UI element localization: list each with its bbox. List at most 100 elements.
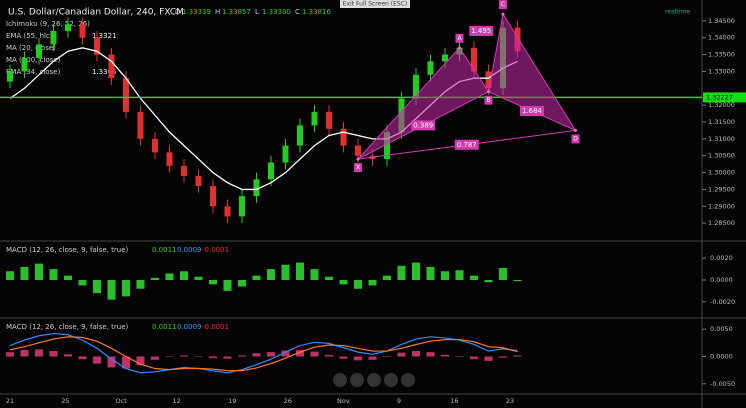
fullscreen-text[interactable]: Exit Full Screen (ESC) bbox=[343, 1, 407, 8]
nav-button[interactable] bbox=[367, 373, 381, 387]
macd-histogram-bar bbox=[93, 356, 101, 364]
nav-button[interactable] bbox=[401, 373, 415, 387]
macd-histogram-bar bbox=[20, 266, 29, 280]
pattern-tag: B bbox=[486, 97, 490, 104]
macd-histogram-bar bbox=[397, 265, 406, 280]
candle-body bbox=[471, 47, 477, 72]
macd-histogram-bar bbox=[223, 356, 232, 359]
x-tick-label: 23 bbox=[506, 397, 514, 405]
candle-body bbox=[152, 138, 158, 153]
candle-body bbox=[384, 132, 390, 160]
macd-histogram-bar bbox=[252, 353, 261, 357]
macd-histogram-bar bbox=[49, 351, 58, 357]
candle-body bbox=[326, 111, 332, 129]
pattern-tag-bg bbox=[499, 0, 507, 10]
macd-histogram-bar bbox=[310, 351, 319, 357]
macd-histogram-bar bbox=[339, 280, 348, 285]
macd-histogram-bar bbox=[6, 352, 14, 357]
macd-histogram-bar bbox=[484, 280, 493, 283]
macd-histogram-bar bbox=[296, 349, 304, 357]
pattern-tag-bg bbox=[484, 95, 493, 105]
macd-histogram-bar bbox=[368, 280, 377, 286]
indicator-label: EMA (55, hlc3) bbox=[6, 32, 57, 40]
pattern-point bbox=[487, 90, 490, 94]
macd-histogram-bar bbox=[165, 356, 174, 357]
macd-histogram-bar bbox=[6, 271, 14, 280]
macd-histogram-bar bbox=[412, 262, 420, 280]
macd-histogram-bar bbox=[281, 350, 290, 357]
macd-histogram-bar bbox=[455, 270, 464, 280]
macd-histogram-bar bbox=[441, 271, 449, 280]
macd-histogram-bar bbox=[107, 280, 116, 300]
ohlc-key: H bbox=[215, 8, 220, 16]
mode: realtime bbox=[665, 9, 690, 16]
candle-body bbox=[485, 71, 492, 89]
price-label-bg bbox=[703, 92, 746, 103]
nav-button[interactable] bbox=[384, 373, 398, 387]
candle-body bbox=[123, 78, 129, 112]
macd-histogram-bar bbox=[325, 276, 333, 280]
nav-button[interactable] bbox=[350, 373, 364, 387]
y-tick-label: 1.33500 bbox=[708, 51, 735, 59]
macd-histogram-bar bbox=[339, 356, 348, 359]
candle-body bbox=[355, 145, 361, 156]
macd-histogram-bar bbox=[354, 280, 362, 289]
y-tick-label: -0.0020 bbox=[710, 298, 735, 306]
candle-body bbox=[94, 37, 100, 55]
y-tick-label: 0.0000 bbox=[710, 353, 733, 361]
macd-histogram-bar bbox=[354, 356, 362, 361]
candle-body bbox=[210, 186, 216, 207]
candle-body bbox=[137, 111, 144, 139]
ohlc-value: 1.33300 bbox=[262, 8, 291, 16]
macd-histogram-bar bbox=[368, 356, 377, 360]
candle-body bbox=[166, 152, 173, 166]
y-tick-label: 0.0020 bbox=[710, 254, 733, 262]
candle-body bbox=[79, 24, 86, 38]
macd-histogram-bar bbox=[64, 275, 72, 280]
candle-body bbox=[181, 165, 187, 176]
candle-body bbox=[195, 175, 202, 187]
macd-histogram-bar bbox=[455, 356, 464, 358]
ratio-label: 0.389 bbox=[413, 121, 433, 129]
candle-body bbox=[282, 145, 289, 163]
y-tick-label: 1.34500 bbox=[708, 17, 735, 25]
macd-reading: 0.0009 bbox=[177, 246, 202, 254]
candle-body bbox=[224, 206, 231, 217]
candle-body bbox=[108, 54, 115, 79]
nav-button[interactable] bbox=[333, 373, 347, 387]
ratio-label: 1.684 bbox=[522, 107, 543, 115]
indicator-label: EMA (34, close) bbox=[6, 68, 61, 76]
candle-body bbox=[297, 125, 303, 146]
candle-body bbox=[36, 44, 42, 58]
y-tick-label: 1.33000 bbox=[708, 67, 735, 75]
macd-histogram-bar bbox=[20, 349, 29, 357]
x-tick-label: 12 bbox=[173, 397, 181, 405]
pattern-tag: D bbox=[573, 135, 578, 142]
macd-histogram-bar bbox=[397, 352, 406, 357]
macd-histogram-bar bbox=[238, 355, 246, 357]
candle-body bbox=[65, 24, 71, 31]
macd-histogram-bar bbox=[49, 269, 58, 280]
macd-reading: 0.0009 bbox=[177, 323, 202, 331]
y-tick-label: 1.31500 bbox=[708, 118, 735, 126]
macd-histogram-bar bbox=[267, 269, 275, 280]
macd-histogram-bar bbox=[107, 356, 116, 368]
macd-histogram-bar bbox=[426, 266, 435, 280]
y-tick-label: 0.0000 bbox=[710, 276, 733, 284]
y-tick-label: 1.32000 bbox=[708, 101, 735, 109]
macd-line bbox=[9, 332, 518, 374]
y-tick-label: 1.28500 bbox=[708, 219, 735, 227]
macd-reading: -0.0001 bbox=[202, 246, 229, 254]
macd-label: MACD (12, 26, close, 9, false, true) bbox=[6, 246, 129, 254]
pattern-tag-bg bbox=[571, 134, 580, 144]
y-tick-label: 1.31000 bbox=[708, 135, 735, 143]
macd-histogram-bar bbox=[223, 280, 232, 291]
x-tick-label: 19 bbox=[228, 397, 236, 405]
pattern-point bbox=[356, 157, 360, 161]
macd-histogram-bar bbox=[136, 280, 145, 289]
ratio-bg bbox=[454, 139, 479, 150]
macd-histogram-bar bbox=[426, 352, 435, 357]
fullscreen-button[interactable] bbox=[340, 0, 410, 8]
macd-histogram-bar bbox=[180, 355, 188, 357]
